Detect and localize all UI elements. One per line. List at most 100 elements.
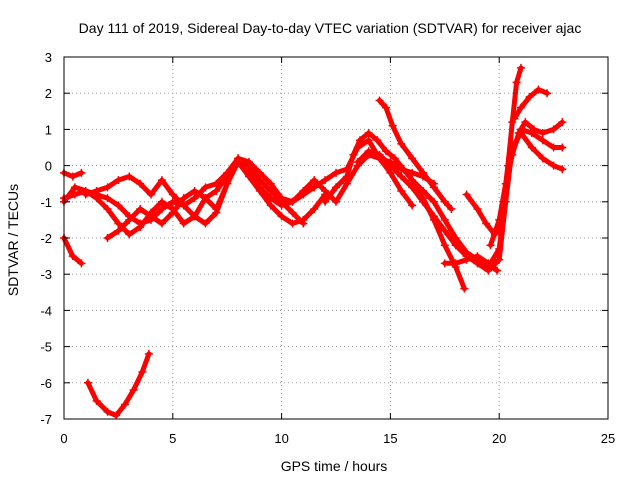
data-point-marker: [83, 378, 92, 387]
data-point-marker: [495, 215, 504, 224]
series-track-12: [440, 252, 502, 275]
data-point-marker: [147, 190, 156, 199]
data-point-marker: [157, 176, 166, 185]
data-point-marker: [125, 230, 134, 239]
data-point-marker: [473, 259, 482, 268]
data-point-marker: [473, 205, 482, 214]
data-point-marker: [493, 266, 502, 275]
data-point-marker: [419, 194, 428, 203]
data-point-marker: [482, 219, 491, 228]
x-tick-label: 5: [169, 431, 176, 446]
y-tick-label: 0: [45, 159, 52, 174]
data-point-marker: [299, 215, 308, 224]
data-point-marker: [77, 259, 86, 268]
data-point-marker: [538, 154, 547, 163]
data-point-marker: [408, 154, 417, 163]
data-point-marker: [277, 212, 286, 221]
data-point-marker: [277, 194, 286, 203]
data-point-marker: [277, 201, 286, 210]
y-tick-label: -1: [40, 195, 52, 210]
data-point-marker: [103, 183, 112, 192]
data-point-marker: [70, 183, 79, 192]
data-point-marker: [408, 179, 417, 188]
data-point-marker: [349, 150, 358, 159]
data-point-marker: [527, 143, 536, 152]
data-point-marker: [429, 197, 438, 206]
y-tick-label: 1: [45, 122, 52, 137]
data-point-marker: [288, 197, 297, 206]
data-point-marker: [310, 176, 319, 185]
data-point-marker: [364, 129, 373, 138]
data-point-marker: [255, 168, 264, 177]
data-point-marker: [77, 168, 86, 177]
data-point-marker: [538, 129, 547, 138]
data-point-marker: [462, 255, 471, 264]
data-point-marker: [125, 172, 134, 181]
y-tick-label: -5: [40, 340, 52, 355]
data-point-marker: [429, 215, 438, 224]
x-axis-label: GPS time / hours: [281, 458, 388, 474]
data-point-marker: [558, 165, 567, 174]
data-point-marker: [138, 367, 147, 376]
data-point-marker: [538, 136, 547, 145]
series-line: [488, 119, 565, 248]
data-point-marker: [125, 215, 134, 224]
data-point-marker: [382, 103, 391, 112]
data-point-marker: [558, 143, 567, 152]
series-line: [511, 87, 550, 121]
data-point-marker: [223, 179, 232, 188]
data-point-marker: [68, 172, 77, 181]
data-point-marker: [244, 168, 253, 177]
data-point-marker: [244, 157, 253, 166]
data-point-marker: [266, 194, 275, 203]
data-point-marker: [440, 215, 449, 224]
data-point-marker: [201, 194, 210, 203]
data-point-marker: [190, 186, 199, 195]
data-point-marker: [103, 194, 112, 203]
y-tick-label: 3: [45, 50, 52, 65]
data-point-marker: [486, 241, 495, 250]
data-point-marker: [321, 186, 330, 195]
data-point-marker: [157, 219, 166, 228]
data-point-marker: [92, 194, 101, 203]
series-track-6: [103, 136, 417, 242]
data-point-marker: [382, 147, 391, 156]
data-point-marker: [179, 201, 188, 210]
data-point-marker: [375, 150, 384, 159]
chart-title: Day 111 of 2019, Sidereal Day-to-day VTE…: [79, 20, 582, 36]
x-tick-label: 10: [274, 431, 288, 446]
data-point-marker: [549, 143, 558, 152]
x-tick-label: 15: [383, 431, 397, 446]
x-tick-label: 25: [601, 431, 615, 446]
data-point-marker: [462, 190, 471, 199]
series-track-15: [510, 85, 552, 123]
data-point-marker: [321, 197, 330, 206]
data-point-marker: [386, 161, 395, 170]
data-point-marker: [440, 259, 449, 268]
data-point-marker: [114, 201, 123, 210]
data-point-marker: [168, 208, 177, 217]
x-tick-label: 0: [60, 431, 67, 446]
data-point-marker: [332, 168, 340, 177]
data-point-marker: [103, 205, 112, 214]
data-point-marker: [514, 129, 523, 138]
data-point-marker: [190, 212, 199, 221]
data-point-marker: [190, 194, 199, 203]
y-tick-label: -3: [40, 267, 52, 282]
data-point-marker: [397, 186, 406, 195]
data-point-marker: [364, 147, 373, 156]
data-point-marker: [81, 190, 90, 199]
data-point-marker: [484, 259, 493, 268]
data-point-marker: [114, 176, 123, 185]
data-point-marker: [168, 197, 177, 206]
data-series: [60, 63, 567, 420]
data-point-marker: [473, 252, 482, 261]
data-point-marker: [512, 78, 521, 87]
data-point-marker: [516, 63, 525, 72]
data-point-marker: [212, 179, 221, 188]
data-point-marker: [201, 183, 210, 192]
data-point-marker: [388, 121, 397, 130]
data-point-marker: [558, 118, 567, 127]
data-point-marker: [460, 284, 469, 293]
data-point-marker: [299, 186, 308, 195]
